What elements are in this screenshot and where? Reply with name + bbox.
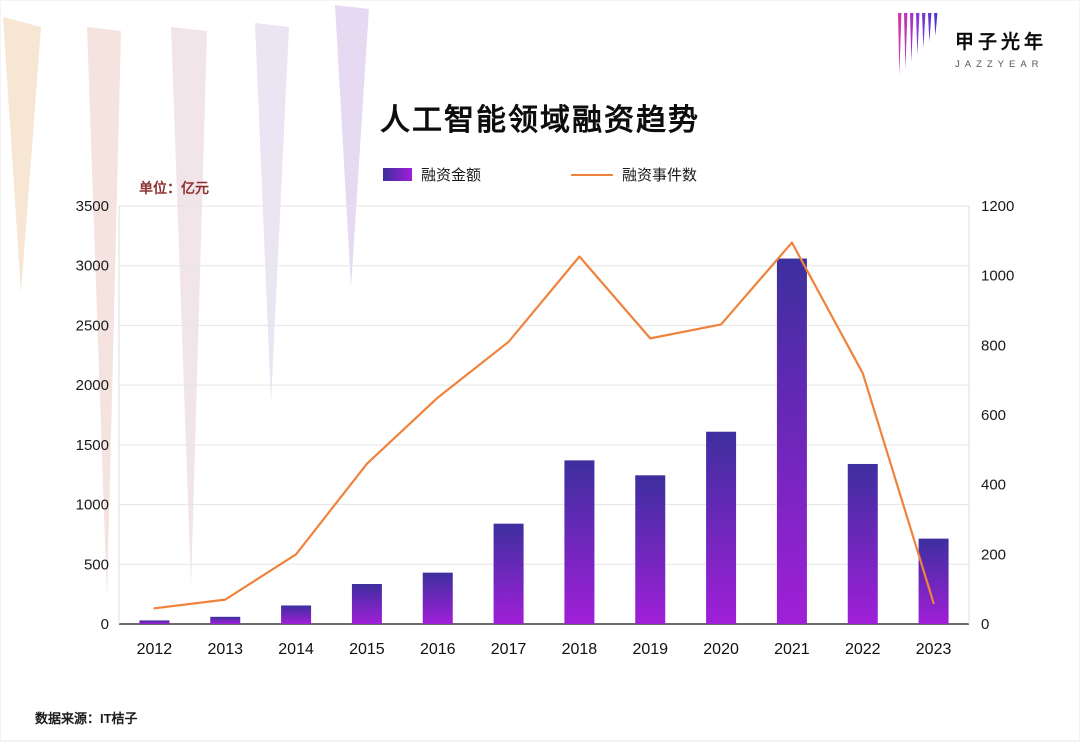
left-axis-tick: 2500 (76, 317, 109, 334)
brand-name: 甲子光年 (954, 32, 1047, 53)
bar-2017 (493, 523, 524, 624)
trend-line (153, 241, 935, 610)
bar-2012 (139, 620, 170, 624)
chart-legend: 融资金额 融资事件数 (1, 164, 1079, 185)
legend-item-line: 融资事件数 (571, 164, 697, 185)
bar-2019 (635, 475, 666, 624)
x-axis-label: 2012 (137, 641, 173, 658)
x-axis-label: 2019 (632, 641, 668, 658)
x-axis-label: 2015 (349, 641, 385, 658)
bar-2021 (776, 258, 807, 624)
x-axis-label: 2020 (703, 641, 739, 658)
right-axis-tick: 400 (981, 477, 1006, 494)
right-axis-tick: 800 (981, 337, 1006, 354)
line-swatch-icon (571, 173, 613, 176)
left-axis-tick: 500 (84, 556, 109, 573)
legend-line-label: 融资事件数 (622, 167, 698, 184)
x-axis-label: 2018 (562, 641, 598, 658)
chart-title: 人工智能领域融资趋势 (380, 104, 700, 137)
left-axis-tick: 1500 (76, 437, 109, 454)
brand-logo: 甲子光年 JAZZYEAR (897, 13, 1047, 77)
x-axis-label: 2017 (491, 641, 527, 658)
legend-item-bar: 融资金额 (382, 164, 481, 185)
brand-text: 甲子光年 JAZZYEAR (955, 27, 1047, 70)
x-axis-label: 2014 (278, 641, 314, 658)
x-axis-label: 2023 (916, 641, 952, 658)
left-axis-tick: 3500 (76, 198, 109, 215)
legend-bar-label: 融资金额 (420, 167, 481, 184)
left-axis-tick: 2000 (76, 377, 109, 394)
bar-2022 (847, 463, 878, 624)
brand-subtitle: JAZZYEAR (954, 59, 1044, 70)
bar-swatch-icon (382, 168, 412, 181)
bar-2020 (706, 431, 737, 624)
bar-2015 (351, 583, 382, 624)
right-axis-tick: 0 (981, 616, 989, 633)
bar-2013 (210, 616, 241, 624)
bar-2014 (281, 605, 312, 624)
left-axis-tick: 1000 (76, 497, 109, 514)
right-axis-tick: 1000 (981, 268, 1014, 285)
x-axis-label: 2022 (845, 641, 881, 658)
right-axis-tick: 600 (981, 407, 1006, 424)
right-axis-tick: 200 (981, 546, 1006, 563)
x-axis-label: 2013 (207, 641, 243, 658)
bar-2023 (918, 538, 949, 624)
left-axis-tick: 3000 (76, 258, 109, 275)
jazzyear-logo-icon (897, 13, 938, 75)
axis-unit-label: 单位：亿元 (139, 180, 209, 196)
bar-2018 (564, 460, 595, 624)
left-axis-tick: 0 (101, 616, 109, 633)
bar-2016 (422, 572, 453, 624)
x-axis-label: 2016 (420, 641, 456, 658)
right-axis-tick: 1200 (981, 198, 1014, 215)
x-axis-label: 2021 (774, 641, 810, 658)
data-source: 数据来源：IT桔子 (35, 711, 138, 726)
